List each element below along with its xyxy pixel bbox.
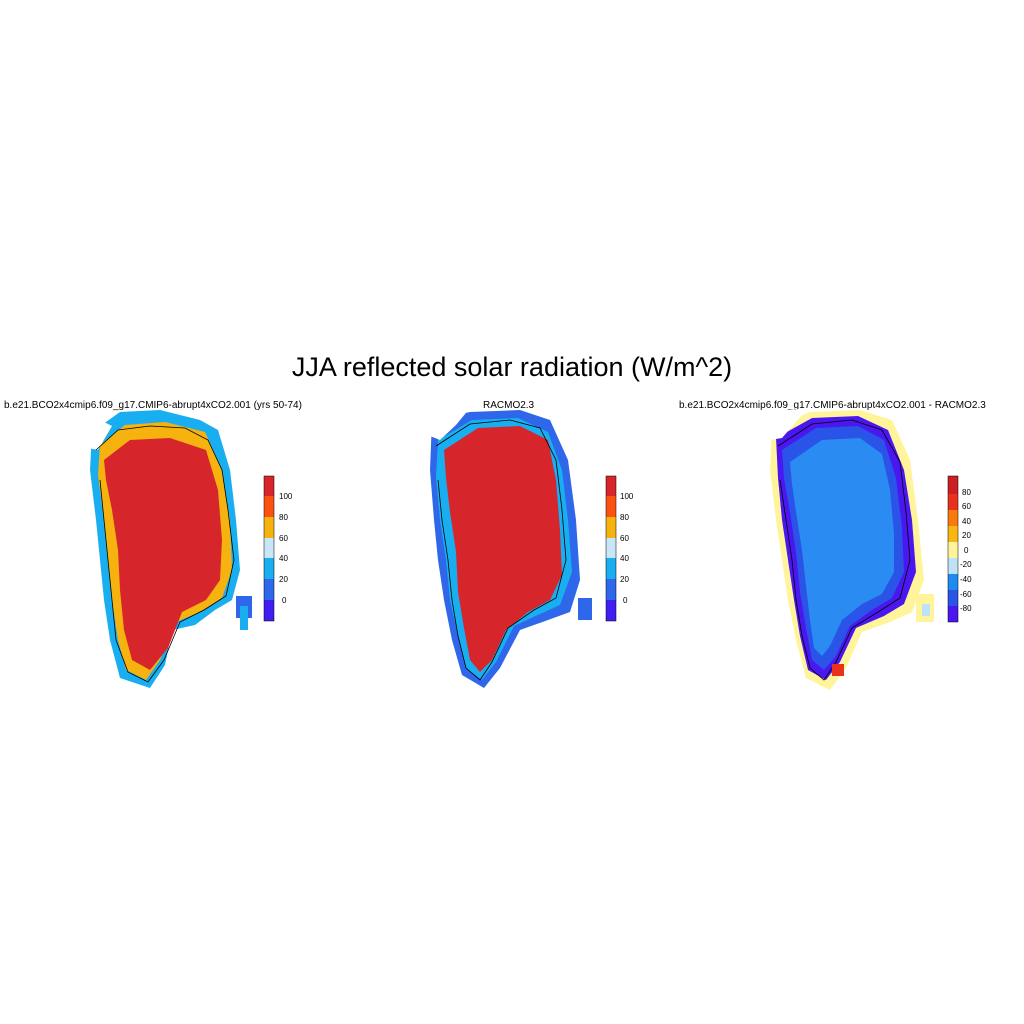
map-panel-model: 100 80 60 40 20 0 — [88, 410, 293, 688]
colorbar-tick-label: 20 — [620, 575, 629, 584]
colorbar-tick-label: 20 — [279, 575, 288, 584]
colorbar-tick-label: 0 — [623, 596, 628, 605]
colorbar-tick-label: -60 — [960, 590, 972, 599]
colorbar-tick-label: 80 — [962, 488, 971, 497]
colorbar-tick-label: 80 — [620, 513, 629, 522]
colorbar-segment — [606, 600, 616, 621]
colorbar-tick-label: -80 — [960, 604, 972, 613]
colorbar-segment — [264, 558, 274, 579]
colorbar-segment — [948, 510, 958, 526]
colorbar-tick-label: 80 — [279, 513, 288, 522]
colorbar-tick-label: 100 — [279, 492, 293, 501]
colorbar-tick-label: 40 — [962, 517, 971, 526]
colorbar-segment — [606, 517, 616, 538]
colorbar-tick-label: 60 — [620, 534, 629, 543]
colorbar-tick-label: 0 — [282, 596, 287, 605]
colorbar-segment — [948, 590, 958, 606]
colorbar-tick-label: -40 — [960, 575, 972, 584]
colorbar-tick-label: 60 — [279, 534, 288, 543]
colorbar-segment — [606, 538, 616, 558]
colorbar-segment — [606, 476, 616, 496]
panel-title-racmo: RACMO2.3 — [483, 400, 535, 411]
colorbar-tick-label: -20 — [960, 560, 972, 569]
colorbar-tick-label: 40 — [279, 554, 288, 563]
map-panel-difference: 80 60 40 20 0 -20 -40 -60 -80 — [770, 408, 972, 690]
greenland-map-icon — [430, 408, 592, 688]
colorbar-segment — [948, 494, 958, 510]
colorbar-segment — [948, 606, 958, 622]
colorbar-segment — [948, 526, 958, 542]
colorbar-segment — [606, 496, 616, 517]
colorbar-tick-label: 20 — [962, 531, 971, 540]
colorbar-segment — [948, 574, 958, 590]
colorbar-tick-label: 60 — [962, 502, 971, 511]
colorbar-segment — [948, 476, 958, 494]
colorbar-segment — [948, 558, 958, 574]
colorbar-segment — [264, 538, 274, 558]
colorbar-tick-label: 100 — [620, 492, 634, 501]
colorbar-segment — [264, 579, 274, 600]
colorbar-tick-label: 40 — [620, 554, 629, 563]
colorbar-model: 100 80 60 40 20 0 — [263, 475, 293, 622]
colorbar-segment — [264, 600, 274, 621]
colorbar-segment — [264, 496, 274, 517]
figure-title: JJA reflected solar radiation (W/m^2) — [291, 352, 733, 382]
panel-title-difference: b.e21.BCO2x4cmip6.f09_g17.CMIP6-abrupt4x… — [679, 400, 986, 411]
colorbar-tick-label: 0 — [964, 546, 969, 555]
map-panel-racmo: 100 80 60 40 20 0 — [430, 408, 634, 688]
panel-title-model: b.e21.BCO2x4cmip6.f09_g17.CMIP6-abrupt4x… — [4, 400, 302, 411]
colorbar-segment — [606, 558, 616, 579]
colorbar-segment — [948, 542, 958, 558]
colorbar-difference: 80 60 40 20 0 -20 -40 -60 -80 — [947, 475, 972, 623]
greenland-map-icon — [88, 410, 252, 688]
colorbar-racmo: 100 80 60 40 20 0 — [605, 475, 634, 622]
colorbar-segment — [606, 579, 616, 600]
greenland-map-icon — [770, 408, 934, 690]
colorbar-segment — [264, 517, 274, 538]
colorbar-segment — [264, 476, 274, 496]
